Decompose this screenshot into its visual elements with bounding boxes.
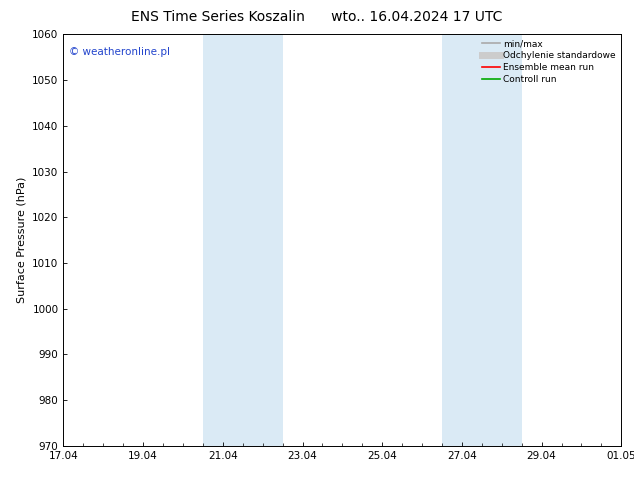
Legend: min/max, Odchylenie standardowe, Ensemble mean run, Controll run: min/max, Odchylenie standardowe, Ensembl… [478,36,619,87]
Text: ENS Time Series Koszalin      wto.. 16.04.2024 17 UTC: ENS Time Series Koszalin wto.. 16.04.202… [131,10,503,24]
Text: © weatheronline.pl: © weatheronline.pl [69,47,170,57]
Bar [442,34,522,446]
Bar [203,34,283,446]
Y-axis label: Surface Pressure (hPa): Surface Pressure (hPa) [16,177,27,303]
